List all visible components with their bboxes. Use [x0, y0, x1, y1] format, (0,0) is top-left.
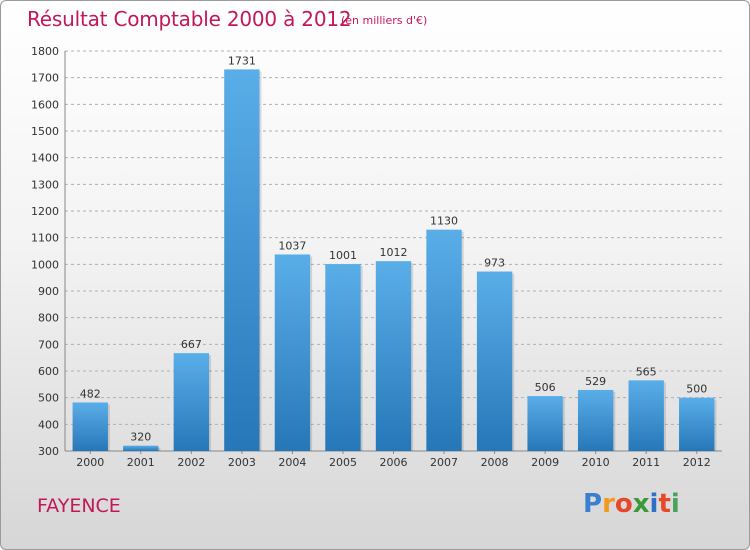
value-label: 667: [181, 338, 202, 351]
x-tick-label: 2008: [481, 456, 509, 469]
x-tick-label: 2006: [380, 456, 408, 469]
value-label: 506: [535, 381, 556, 394]
value-label: 565: [636, 365, 657, 378]
y-tick-label: 1100: [31, 232, 59, 245]
x-tick-label: 2011: [632, 456, 660, 469]
x-tick-label: 2010: [582, 456, 610, 469]
logo-letter: t: [658, 489, 671, 519]
bar: [426, 229, 462, 451]
logo-letter: P: [583, 489, 603, 519]
x-tick-label: 2009: [531, 456, 559, 469]
bar: [173, 353, 210, 451]
y-tick-label: 1800: [31, 45, 59, 58]
logo-letter: r: [602, 489, 615, 519]
x-tick-label: 2002: [177, 456, 205, 469]
proxiti-logo: Proxiti: [583, 489, 680, 519]
x-tick-label: 2005: [329, 456, 357, 469]
value-label: 1001: [329, 249, 357, 262]
value-label: 1012: [380, 246, 408, 259]
bar: [325, 264, 361, 451]
y-tick-label: 500: [38, 392, 59, 405]
y-tick-label: 900: [38, 285, 59, 298]
logo-letter: i: [649, 489, 659, 519]
x-tick-label: 2003: [228, 456, 256, 469]
chart-title: Résultat Comptable 2000 à 2012: [27, 7, 352, 31]
bar: [224, 69, 260, 452]
bar: [72, 402, 108, 451]
value-label: 529: [585, 375, 606, 388]
y-tick-label: 800: [38, 312, 59, 325]
x-tick-label: 2001: [127, 456, 155, 469]
value-label: 482: [80, 387, 101, 400]
y-tick-label: 1200: [31, 205, 59, 218]
bar: [123, 445, 159, 451]
x-tick-label: 2004: [278, 456, 306, 469]
value-label: 1130: [430, 215, 458, 228]
value-label: 320: [130, 431, 151, 444]
bar: [375, 261, 412, 451]
y-tick-label: 1000: [31, 258, 59, 271]
x-tick-label: 2000: [76, 456, 104, 469]
y-tick-label: 1600: [31, 98, 59, 111]
bar: [527, 396, 563, 451]
y-tick-label: 700: [38, 338, 59, 351]
logo-letter: o: [614, 489, 633, 519]
bar: [679, 397, 715, 451]
chart-subtitle: (en milliers d'€): [341, 14, 428, 27]
logo-letter: i: [670, 489, 680, 519]
value-label: 500: [686, 383, 707, 396]
y-tick-label: 1700: [31, 72, 59, 85]
value-label: 973: [484, 257, 505, 270]
logo-letter: x: [632, 489, 650, 519]
bar: [274, 254, 311, 451]
y-tick-label: 400: [38, 418, 59, 431]
x-tick-label: 2007: [430, 456, 458, 469]
y-tick-label: 1500: [31, 125, 59, 138]
bar: [476, 271, 513, 451]
y-tick-label: 600: [38, 365, 59, 378]
bar: [628, 380, 664, 451]
x-tick-label: 2012: [683, 456, 711, 469]
value-label: 1731: [228, 54, 256, 67]
place-name: FAYENCE: [37, 495, 121, 517]
y-tick-label: 1300: [31, 178, 59, 191]
bar: [577, 389, 614, 451]
value-label: 1037: [278, 239, 306, 252]
y-tick-label: 300: [38, 445, 59, 458]
y-tick-label: 1400: [31, 152, 59, 165]
